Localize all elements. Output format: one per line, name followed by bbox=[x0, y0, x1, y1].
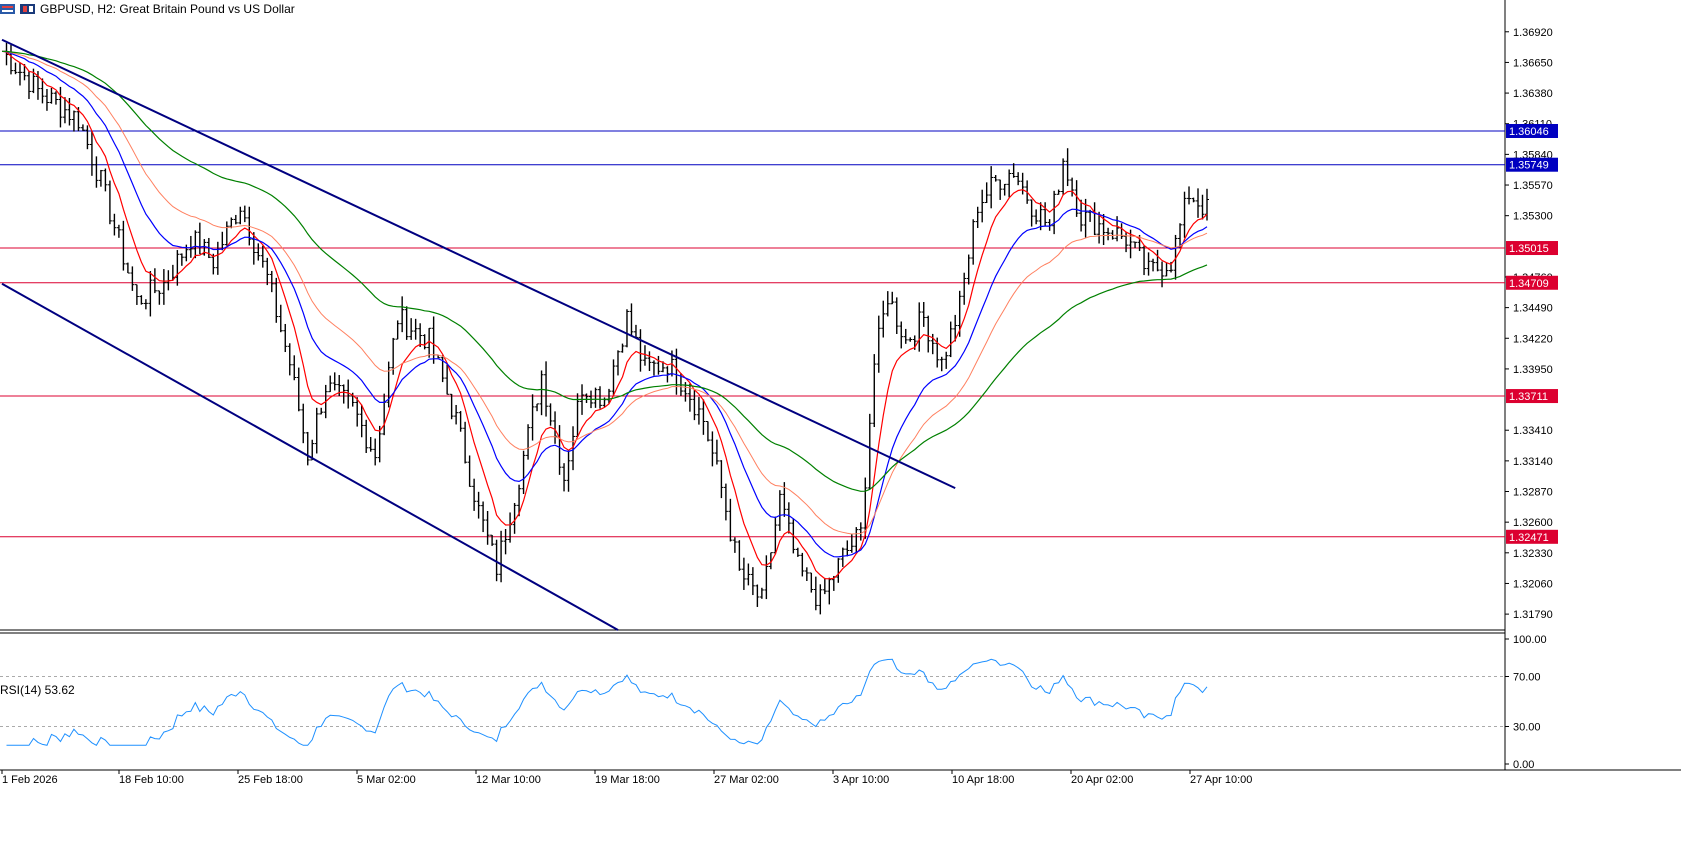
level-label-5: 1.32471 bbox=[1509, 532, 1549, 544]
price-tick-label: 1.32600 bbox=[1513, 517, 1553, 529]
price-tick-label: 1.36380 bbox=[1513, 88, 1553, 100]
level-label-2: 1.35015 bbox=[1509, 243, 1549, 255]
ma-fast-line bbox=[1, 50, 1208, 580]
rsi-line bbox=[6, 658, 1208, 746]
level-label-4: 1.33711 bbox=[1509, 391, 1548, 403]
time-tick-label: 27 Mar 02:00 bbox=[714, 774, 779, 786]
rsi-axis: 100.00 70.00 30.00 0.00 bbox=[1505, 634, 1547, 771]
rsi-panel bbox=[0, 658, 1505, 746]
level-label-1: 1.35749 bbox=[1509, 160, 1549, 172]
price-tick-label: 1.36650 bbox=[1513, 57, 1553, 69]
candles bbox=[4, 42, 1209, 615]
level-badge-0 bbox=[1506, 123, 1558, 138]
price-tick-label: 1.33410 bbox=[1513, 425, 1553, 437]
chart-window-icon[interactable] bbox=[0, 3, 16, 15]
rsi-tick-label: 100.00 bbox=[1513, 634, 1547, 646]
time-tick-label: 3 Apr 10:00 bbox=[833, 774, 889, 786]
horizontal-levels bbox=[0, 130, 1505, 538]
channel-line-1 bbox=[1, 282, 619, 631]
moving-averages bbox=[1, 50, 1208, 580]
level-badge-2 bbox=[1506, 241, 1558, 256]
price-tick-label: 1.33950 bbox=[1513, 364, 1553, 376]
chart-header: GBPUSD, H2: Great Britain Pound vs US Do… bbox=[0, 0, 295, 18]
level-label-0: 1.36046 bbox=[1509, 126, 1549, 138]
chart-title: GBPUSD, H2: Great Britain Pound vs US Do… bbox=[40, 2, 295, 16]
rsi-tick-label: 70.00 bbox=[1513, 672, 1541, 684]
channel-line-0 bbox=[1, 38, 956, 490]
rsi-tick-label: 30.00 bbox=[1513, 722, 1541, 734]
time-tick-label: 1 Feb 2026 bbox=[2, 774, 58, 786]
price-tick-label: 1.35300 bbox=[1513, 211, 1553, 223]
price-tick-label: 1.32060 bbox=[1513, 578, 1553, 590]
price-tick-label: 1.32330 bbox=[1513, 548, 1553, 560]
price-tick-label: 1.32870 bbox=[1513, 487, 1553, 499]
price-tick-label: 1.36920 bbox=[1513, 27, 1553, 39]
time-tick-label: 12 Mar 10:00 bbox=[476, 774, 541, 786]
ma-mid-line bbox=[1, 50, 1208, 558]
level-badge-1 bbox=[1506, 157, 1558, 172]
ma-slow-line bbox=[1, 50, 1208, 535]
level-label-3: 1.34709 bbox=[1509, 278, 1549, 290]
rsi-indicator-label: RSI(14) 53.62 bbox=[0, 683, 75, 697]
price-tick-label: 1.35570 bbox=[1513, 180, 1553, 192]
rsi-tick-label: 0.00 bbox=[1513, 759, 1534, 771]
price-tick-label: 1.33140 bbox=[1513, 456, 1553, 468]
ma-long-line bbox=[1, 50, 1208, 492]
trade-panel-icon[interactable] bbox=[20, 3, 36, 15]
time-tick-label: 18 Feb 10:00 bbox=[119, 774, 184, 786]
price-tick-label: 1.34220 bbox=[1513, 333, 1553, 345]
channel-lines bbox=[1, 38, 956, 631]
level-badge-4 bbox=[1506, 389, 1558, 404]
price-tick-label: 1.34490 bbox=[1513, 303, 1553, 315]
level-badge-5 bbox=[1506, 529, 1558, 544]
time-tick-label: 19 Mar 18:00 bbox=[595, 774, 660, 786]
level-badge-3 bbox=[1506, 275, 1558, 290]
time-tick-label: 25 Feb 18:00 bbox=[238, 774, 303, 786]
time-tick-label: 27 Apr 10:00 bbox=[1190, 774, 1252, 786]
time-tick-label: 20 Apr 02:00 bbox=[1071, 774, 1133, 786]
time-tick-label: 5 Mar 02:00 bbox=[357, 774, 416, 786]
time-tick-label: 10 Apr 18:00 bbox=[952, 774, 1014, 786]
level-labels: 1.36046 1.35749 1.35015 1.34709 1.33711 1.324… bbox=[1506, 123, 1558, 544]
price-tick-label: 1.31790 bbox=[1513, 609, 1553, 621]
time-axis: 1 Feb 2026 18 Feb 10:00 25 Feb 18:00 5 Mar … bbox=[1, 770, 1252, 786]
